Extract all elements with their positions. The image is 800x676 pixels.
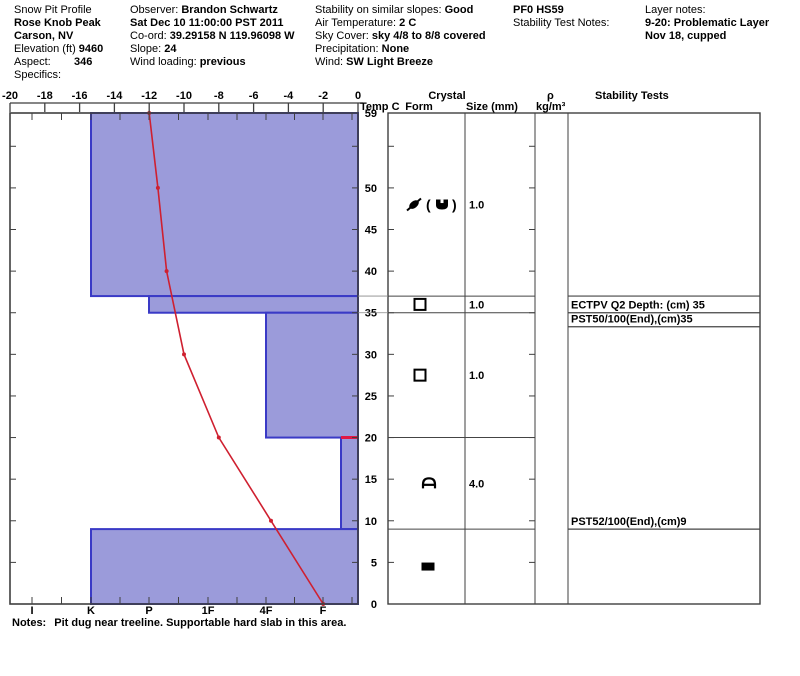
layer-bar bbox=[90, 112, 359, 298]
temp-axis-title: Temp C bbox=[360, 101, 400, 113]
temperature-point bbox=[182, 352, 186, 357]
depth-axis-label: 40 bbox=[365, 266, 377, 278]
crystal-crust-icon bbox=[421, 562, 435, 571]
density-column-title: ρ bbox=[547, 90, 554, 102]
layer-bar bbox=[265, 311, 359, 439]
hardness-axis-label: 4F bbox=[260, 605, 273, 617]
temp-axis-tick-label: -16 bbox=[72, 90, 88, 102]
crystal-paren: ( bbox=[426, 197, 431, 213]
temp-axis-tick-label: -14 bbox=[106, 90, 123, 102]
header-row: Specifics: bbox=[14, 69, 62, 81]
header-row: Snow Pit Profile bbox=[14, 4, 92, 16]
density-column-units: kg/m³ bbox=[536, 101, 566, 113]
layer-bar bbox=[340, 436, 359, 531]
temp-axis-tick-label: -6 bbox=[249, 90, 259, 102]
header-column: Snow Pit Profile Rose Knob Peak Carson, NV… bbox=[14, 4, 103, 82]
chart-border bbox=[9, 112, 359, 605]
depth-axis-label: 5 bbox=[371, 557, 377, 569]
crystal-facets-icon bbox=[413, 368, 427, 382]
temperature-point bbox=[269, 518, 273, 523]
hardness-axis-label: I bbox=[30, 605, 33, 617]
depth-axis-label: 0 bbox=[371, 599, 377, 611]
temp-axis-tick-label: -10 bbox=[176, 90, 192, 102]
header-row: Co-ord: 39.29158 N 119.96098 W bbox=[130, 30, 295, 42]
depth-axis-label: 35 bbox=[365, 308, 377, 320]
temp-axis-tick-label: 0 bbox=[355, 90, 361, 102]
header-column: PF0 HS59 Stability Test Notes: bbox=[513, 4, 609, 30]
crystal-df-icon bbox=[406, 197, 422, 212]
crystal-rg-icon bbox=[440, 199, 444, 204]
notes-line: Notes: Pit dug near treeline. Supportable… bbox=[12, 617, 346, 629]
stability-test-label: ECTPV Q2 Depth: (cm) 35 bbox=[571, 300, 705, 312]
header-row: Layer notes: bbox=[645, 4, 706, 16]
crystal-size-value: 1.0 bbox=[469, 200, 484, 212]
depth-axis-label: 15 bbox=[365, 474, 377, 486]
depth-axis-label: 59 bbox=[365, 108, 377, 120]
panel-border bbox=[387, 112, 761, 605]
stability-test-label: PST52/100(End),(cm)9 bbox=[571, 516, 687, 528]
header-row: Sat Dec 10 11:00:00 PST 2011 bbox=[130, 17, 284, 29]
notes-text: Pit dug near treeline. Supportable hard … bbox=[54, 617, 347, 629]
header-row: Precipitation: None bbox=[315, 43, 410, 55]
depth-axis-label: 50 bbox=[365, 183, 377, 195]
crystal-size-value: 1.0 bbox=[469, 370, 484, 382]
layer-bar bbox=[90, 528, 359, 605]
layer-bar bbox=[148, 295, 359, 314]
header-row: Slope: 24 bbox=[130, 43, 177, 55]
header-column: Observer: Brandon Schwartz Sat Dec 10 11:… bbox=[130, 4, 295, 69]
temp-axis-tick-label: -20 bbox=[2, 90, 18, 102]
depth-axis-label: 30 bbox=[365, 349, 377, 361]
temperature-point bbox=[216, 435, 221, 440]
depth-axis-label: 10 bbox=[365, 516, 377, 528]
temp-axis-tick-label: -12 bbox=[141, 90, 157, 102]
crystal-size-value: 1.0 bbox=[469, 299, 484, 311]
temp-axis-tick-label: -18 bbox=[37, 90, 53, 102]
depth-axis-label: 20 bbox=[365, 433, 377, 445]
crystal-rg-icon bbox=[436, 199, 448, 210]
hardness-axis-label: P bbox=[145, 605, 152, 617]
hardness-axis-label: F bbox=[320, 605, 327, 617]
crystal-depth-hoar-icon bbox=[421, 477, 437, 489]
header-row: Observer: Brandon Schwartz bbox=[130, 4, 278, 16]
hardness-axis-label: 1F bbox=[202, 605, 215, 617]
header-row: Stability Test Notes: bbox=[513, 17, 610, 29]
crystal-paren: ) bbox=[452, 197, 457, 213]
depth-axis-label: 25 bbox=[365, 391, 377, 403]
depth-axis-label: 45 bbox=[365, 225, 377, 237]
stability-column-title: Stability Tests bbox=[595, 90, 669, 102]
temperature-point bbox=[164, 269, 169, 274]
header-row: Wind loading: previous bbox=[130, 56, 246, 68]
header-row: Nov 18, cupped bbox=[645, 30, 727, 42]
header-column: Layer notes: 9-20: Problematic Layer Nov 1… bbox=[645, 4, 769, 43]
header-row: Elevation (ft) 9460 bbox=[14, 43, 104, 55]
notes-label: Notes: bbox=[12, 617, 47, 629]
header-row: Carson, NV bbox=[14, 30, 74, 42]
header-row: Wind: SW Light Breeze bbox=[315, 56, 433, 68]
crystal-column-title-2: Form bbox=[405, 101, 433, 113]
temp-axis-tick-label: -4 bbox=[284, 90, 295, 102]
header-row: Aspect: 346 bbox=[14, 56, 93, 68]
header-row: Stability on similar slopes: Good bbox=[315, 4, 474, 16]
crystal-size-value: 4.0 bbox=[469, 478, 484, 490]
header-row: Air Temperature: 2 C bbox=[315, 17, 417, 29]
header-row: Rose Knob Peak bbox=[14, 17, 101, 29]
hardness-axis-label: K bbox=[87, 605, 95, 617]
header-row: PF0 HS59 bbox=[513, 4, 564, 16]
size-column-title: Size (mm) bbox=[466, 101, 518, 113]
crystal-column-title: Crystal bbox=[428, 90, 466, 102]
header-row: 9-20: Problematic Layer bbox=[645, 17, 770, 29]
temp-axis-tick-label: -2 bbox=[318, 90, 328, 102]
crystal-facets-icon bbox=[413, 297, 427, 311]
temp-axis-tick-label: -8 bbox=[214, 90, 224, 102]
header-column: Stability on similar slopes: Good Air Tem… bbox=[315, 4, 486, 69]
header-row: Sky Cover: sky 4/8 to 8/8 covered bbox=[315, 30, 486, 42]
temperature-point bbox=[155, 185, 160, 190]
stability-test-label: PST50/100(End),(cm)35 bbox=[571, 314, 693, 326]
